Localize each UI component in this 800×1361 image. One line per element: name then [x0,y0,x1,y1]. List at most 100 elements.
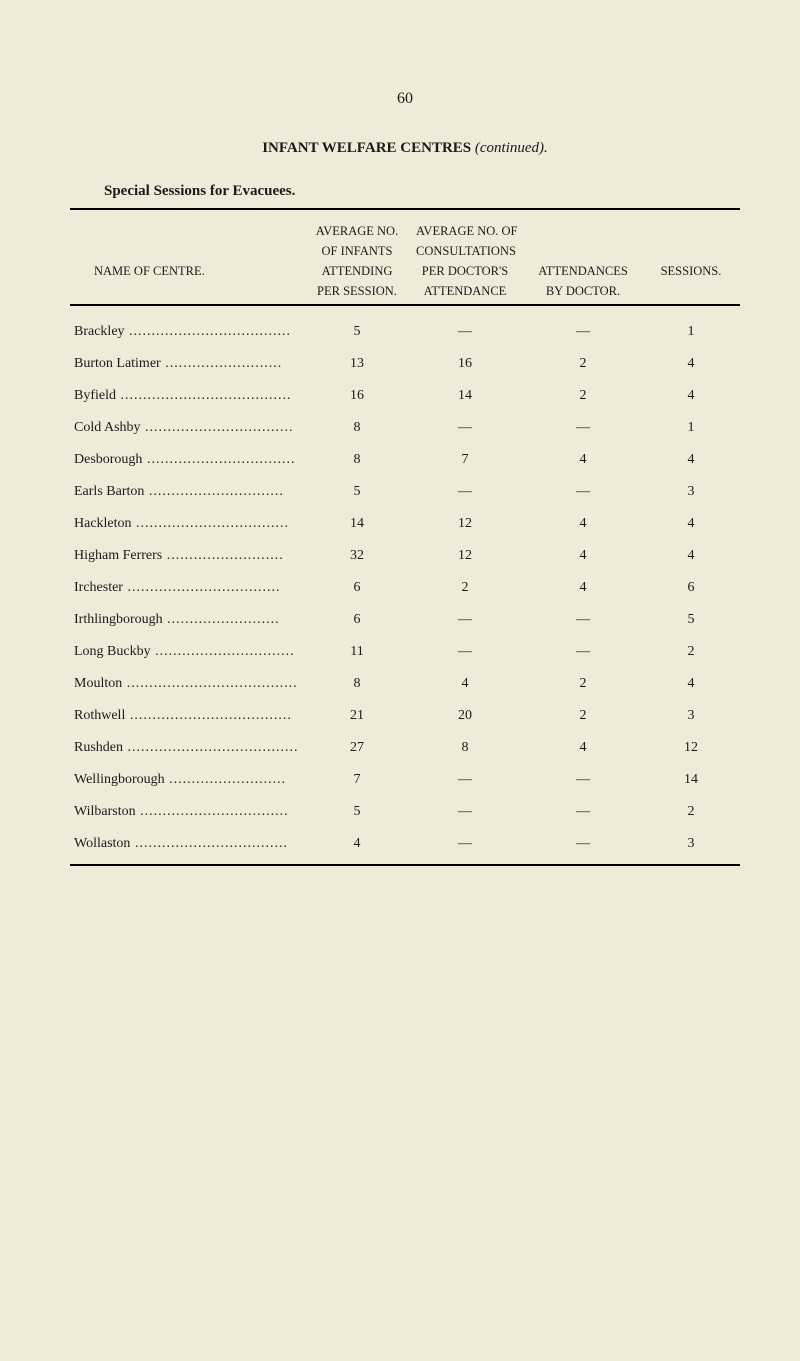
value-cell: — [524,476,642,508]
value-cell: 6 [642,572,740,604]
leader-dots: ................................. [141,420,294,435]
centre-name: Rothwell [74,708,125,723]
rule-under-header [70,304,740,306]
col23-h1: AVERAGE NO. OF [406,220,642,240]
table-row: Higham Ferrers .........................… [70,540,740,572]
centre-name: Earls Barton [74,484,144,499]
table-row: Byfield ................................… [70,380,740,412]
table-row: Hackleton ..............................… [70,508,740,540]
value-cell: 12 [406,540,524,572]
value-cell: — [524,796,642,828]
value-cell: 2 [642,636,740,668]
centre-name-cell: Hackleton ..............................… [70,508,308,540]
centre-name: Irthlingborough [74,612,163,627]
value-cell: 3 [642,828,740,860]
value-cell: 4 [642,508,740,540]
centre-name: Wollaston [74,836,130,851]
table-row: Rushden ................................… [70,732,740,764]
value-cell: 8 [406,732,524,764]
centre-name: Long Buckby [74,644,151,659]
value-cell: 16 [308,380,406,412]
centre-name-cell: Moulton ................................… [70,668,308,700]
footer-rule-row [70,860,740,876]
leader-dots: .................................. [130,836,288,851]
centre-name-cell: Burton Latimer .........................… [70,348,308,380]
centre-name-cell: Irchester ..............................… [70,572,308,604]
table-row: Long Buckby ............................… [70,636,740,668]
value-cell: 7 [308,764,406,796]
value-cell: 6 [308,572,406,604]
value-cell: 4 [524,508,642,540]
value-cell: 13 [308,348,406,380]
value-cell: — [406,636,524,668]
value-cell: — [406,476,524,508]
leader-dots: .................................... [125,324,292,339]
value-cell: 8 [308,412,406,444]
value-cell: 1 [642,316,740,348]
title-cont-close: ). [539,140,548,156]
value-cell: 14 [406,380,524,412]
table-row: Wilbarston .............................… [70,796,740,828]
col1-h4: PER SESSION. [308,280,406,300]
leader-dots: ...................................... [122,676,298,691]
centre-name: Irchester [74,580,123,595]
value-cell: — [524,764,642,796]
value-cell: 1 [642,412,740,444]
centre-name-cell: Desborough .............................… [70,444,308,476]
table-head: AVERAGE NO. AVERAGE NO. OF OF INFANTS CO… [70,220,740,316]
centre-name-cell: Rushden ................................… [70,732,308,764]
value-cell: 21 [308,700,406,732]
value-cell: 4 [642,540,740,572]
value-cell: 32 [308,540,406,572]
table-row: Earls Barton ...........................… [70,476,740,508]
centre-name: Byfield [74,388,116,403]
centre-name: Higham Ferrers [74,548,162,563]
col23-h2: CONSULTATIONS [406,240,642,260]
centre-name-cell: Long Buckby ............................… [70,636,308,668]
value-cell: 4 [308,828,406,860]
centre-name: Burton Latimer [74,356,161,371]
table-row: Desborough .............................… [70,444,740,476]
leader-dots: .......................... [162,548,284,563]
centre-name-cell: Wollaston ..............................… [70,828,308,860]
section-subtitle: Special Sessions for Evacuees. [104,183,740,200]
table-row: Rothwell ...............................… [70,700,740,732]
centre-name: Cold Ashby [74,420,141,435]
value-cell: 3 [642,700,740,732]
col3-h4: BY DOCTOR. [524,280,642,300]
value-cell: 2 [524,380,642,412]
centre-name-cell: Higham Ferrers .........................… [70,540,308,572]
value-cell: 6 [308,604,406,636]
value-cell: — [406,412,524,444]
value-cell: 4 [642,380,740,412]
leader-dots: .................................... [125,708,292,723]
value-cell: — [406,316,524,348]
centre-name: Desborough [74,452,142,467]
value-cell: 4 [406,668,524,700]
table-row: Wellingborough .........................… [70,764,740,796]
value-cell: — [524,828,642,860]
table-row: Moulton ................................… [70,668,740,700]
col2-h4: ATTENDANCE [406,280,524,300]
centre-name-cell: Rothwell ...............................… [70,700,308,732]
name-header: NAME OF CENTRE. [70,260,308,280]
value-cell: 4 [524,540,642,572]
value-cell: 5 [308,316,406,348]
leader-dots: .................................. [132,516,290,531]
value-cell: 5 [642,604,740,636]
value-cell: 2 [406,572,524,604]
data-table: AVERAGE NO. AVERAGE NO. OF OF INFANTS CO… [70,220,740,876]
leader-dots: .................................. [123,580,281,595]
value-cell: — [406,764,524,796]
col2-h3: PER DOCTOR'S [406,260,524,280]
page-number: 60 [70,90,740,108]
leader-dots: ......................... [163,612,280,627]
table-row: Irthlingborough ........................… [70,604,740,636]
value-cell: 2 [642,796,740,828]
centre-name-cell: Wellingborough .........................… [70,764,308,796]
leader-dots: .......................... [165,772,287,787]
centre-name: Brackley [74,324,125,339]
table-row: Brackley ...............................… [70,316,740,348]
title-cont-word: continued [480,140,539,156]
leader-dots: ............................... [151,644,295,659]
